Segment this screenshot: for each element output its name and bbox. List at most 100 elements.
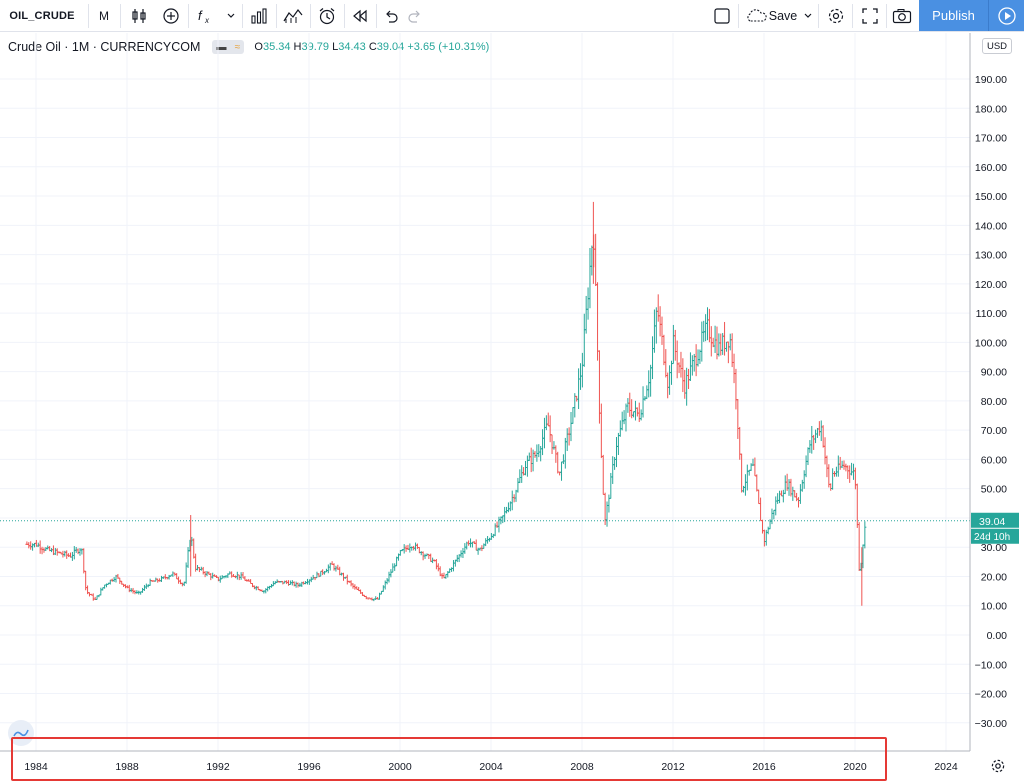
ohlc-bar bbox=[537, 444, 541, 458]
add-compare-icon[interactable] bbox=[158, 0, 184, 31]
ohlc-bar bbox=[800, 479, 804, 492]
countdown-label: 24d 10h bbox=[974, 532, 1010, 543]
y-tick-label: 110.00 bbox=[976, 308, 1007, 320]
currency-badge[interactable]: USD bbox=[982, 38, 1012, 54]
ohlc-bar bbox=[520, 465, 524, 483]
toolbar-divider bbox=[818, 4, 819, 28]
ohlc-bar bbox=[235, 571, 239, 580]
ohlc-bar bbox=[681, 358, 685, 393]
ohlc-bar bbox=[783, 475, 787, 495]
ohlc-bar bbox=[391, 563, 395, 573]
ohlc-bar bbox=[53, 547, 57, 556]
legend-visibility-toggle[interactable]: ▬ ≈ bbox=[212, 40, 245, 54]
ohlc-bar bbox=[850, 462, 854, 476]
toolbar-divider bbox=[852, 4, 853, 28]
ohlc-bar bbox=[628, 392, 632, 417]
ohlc-bar bbox=[463, 543, 467, 554]
bar-chart-icon[interactable] bbox=[246, 0, 272, 31]
ohlc-bar bbox=[482, 543, 486, 549]
ohlc-bar bbox=[647, 370, 651, 398]
ohlc-bar bbox=[353, 584, 357, 590]
compare-lines-icon[interactable] bbox=[280, 0, 306, 31]
ohlc-bar bbox=[493, 523, 497, 537]
layout-square-icon[interactable] bbox=[708, 0, 736, 31]
ohlc-bar bbox=[142, 584, 146, 591]
camera-icon[interactable] bbox=[888, 0, 916, 31]
publish-button[interactable]: Publish bbox=[919, 0, 988, 31]
time-axis: 1984 1988 1992 1996 2000 2004 2008 2012 2016 2020… bbox=[0, 750, 970, 773]
ohlc-bar bbox=[704, 314, 708, 342]
save-chevron-icon[interactable] bbox=[800, 0, 816, 31]
toolbar-divider bbox=[738, 4, 739, 28]
play-icon[interactable] bbox=[988, 0, 1024, 31]
ohlc-bar bbox=[679, 351, 683, 378]
ohlc-bar bbox=[419, 551, 423, 556]
ohlc-bar bbox=[326, 564, 330, 574]
symbol-search[interactable]: OIL_CRUDE bbox=[9, 9, 75, 22]
ohlc-bar bbox=[632, 411, 636, 418]
axis-settings-icon[interactable] bbox=[988, 756, 1008, 776]
ohlc-bar bbox=[855, 483, 859, 528]
y-tick-label: 190.00 bbox=[975, 74, 1007, 86]
time-axis-highlight bbox=[11, 737, 887, 781]
ohlc-bar bbox=[683, 369, 687, 399]
ohlc-bar bbox=[434, 559, 438, 570]
x-tick-label: 2008 bbox=[570, 761, 594, 773]
ohlc-bar bbox=[812, 434, 816, 450]
ohlc-bar bbox=[776, 493, 780, 504]
ohlc-bar bbox=[514, 489, 518, 502]
ohlc-bar bbox=[99, 587, 103, 596]
ohlc-bar bbox=[673, 329, 677, 361]
ohlc-bar bbox=[546, 412, 550, 427]
ohlc-bar bbox=[641, 386, 645, 418]
undo-icon[interactable] bbox=[380, 0, 402, 31]
ohlc-bar bbox=[501, 515, 505, 524]
ohlc-bar bbox=[690, 355, 694, 376]
ohlc-bar bbox=[588, 248, 592, 309]
ohlc-bar bbox=[241, 572, 245, 579]
ohlc-bar bbox=[560, 461, 564, 481]
candles-icon[interactable] bbox=[126, 0, 152, 31]
ohlc-bar bbox=[167, 574, 171, 580]
ohlc-bar bbox=[696, 349, 700, 367]
ohlc-bar bbox=[766, 526, 770, 535]
ohlc-bar bbox=[497, 516, 501, 533]
settings-icon[interactable] bbox=[822, 0, 850, 31]
x-tick-label: 1984 bbox=[24, 761, 48, 773]
ohlc-bar bbox=[470, 541, 474, 548]
ohlc-bar bbox=[635, 407, 639, 417]
y-tick-label: 70.00 bbox=[981, 425, 1007, 437]
fullscreen-icon[interactable] bbox=[856, 0, 884, 31]
ohlc-bar bbox=[599, 403, 603, 459]
ohlc-bar bbox=[802, 470, 806, 489]
redo-icon[interactable] bbox=[404, 0, 426, 31]
interval-button[interactable]: M bbox=[99, 8, 109, 23]
approx-icon: ≈ bbox=[234, 41, 241, 53]
ohlc-bar bbox=[484, 538, 488, 547]
ohlc-bar bbox=[467, 540, 471, 546]
ohlc-bar bbox=[613, 456, 617, 470]
templates-chevron-icon[interactable] bbox=[222, 0, 240, 31]
ohlc-bar bbox=[423, 553, 427, 559]
cloud-save-icon[interactable] bbox=[742, 0, 770, 31]
alert-icon[interactable] bbox=[314, 0, 340, 31]
ohlc-bar bbox=[743, 474, 747, 496]
ohlc-bar bbox=[844, 463, 848, 472]
ohlc-bar bbox=[838, 456, 842, 470]
ohlc-bar bbox=[544, 415, 548, 431]
chart-legend: Crude Oil · 1M · CURRENCYCOM ▬ ≈ O35.34 … bbox=[8, 38, 489, 56]
ohlc-bar bbox=[831, 468, 835, 490]
save-button[interactable]: Save bbox=[768, 8, 798, 23]
ohlc-bar bbox=[580, 352, 584, 388]
ohlc-bar bbox=[814, 429, 818, 444]
ohlc-bar bbox=[186, 547, 190, 568]
x-tick-label: 2004 bbox=[479, 761, 503, 773]
replay-icon[interactable] bbox=[348, 0, 372, 31]
ohlc-bar bbox=[804, 455, 808, 478]
ohlc-bar bbox=[383, 580, 387, 590]
ohlc-bar bbox=[541, 429, 545, 456]
x-tick-label: 2024 bbox=[934, 761, 958, 773]
